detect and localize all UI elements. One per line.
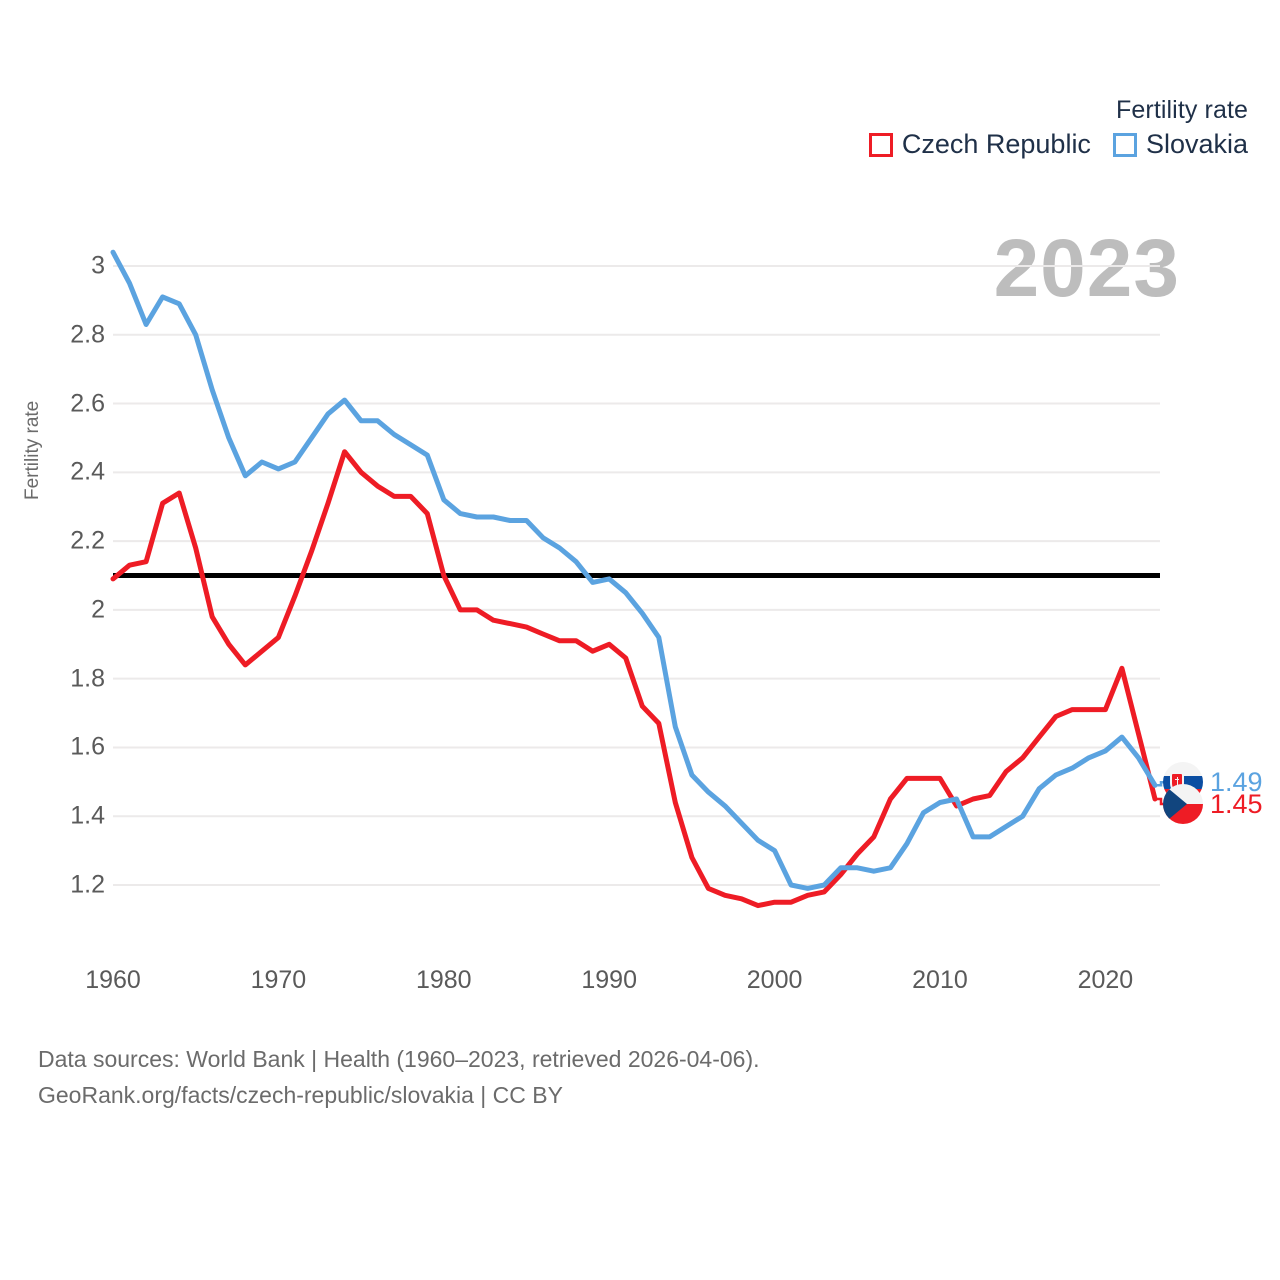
x-tick-label: 1980	[415, 966, 472, 994]
y-tick-label: 2	[91, 595, 105, 624]
y-tick-label: 1.6	[70, 732, 105, 761]
x-tick-label: 1960	[85, 966, 141, 994]
y-tick-label: 1.4	[70, 801, 105, 830]
y-tick-label: 3	[91, 251, 105, 280]
series-line-slovakia[interactable]	[110, 249, 1158, 891]
y-tick-label: 2.6	[70, 389, 105, 418]
y-tick-label: 1.2	[70, 870, 105, 899]
end-label-value: 1.49	[1210, 766, 1263, 797]
plot-surface	[110, 249, 1179, 909]
legend-item-czech-republic[interactable]: Czech Republic	[868, 129, 1091, 159]
year-watermark: 2023	[993, 223, 1180, 314]
czech-republic-flag-icon	[1163, 784, 1203, 825]
chart-footer: Data sources: World Bank | Health (1960–…	[38, 1042, 760, 1113]
legend-items: Czech Republic Slovakia	[0, 131, 1248, 158]
chart-legend: Fertility rate Czech Republic Slovakia	[0, 96, 1248, 158]
series-line-czech-republic[interactable]	[110, 449, 1158, 909]
line-chart: Fertility rate 1.2 1.4 1.6 1.8 2 2.2 2.4 2.6 2.8…	[0, 0, 1263, 1020]
legend-title: Fertility rate	[1116, 96, 1248, 124]
y-tick-label: 2.8	[70, 320, 105, 349]
legend-label-slovakia: Slovakia	[1145, 129, 1248, 159]
x-tick-label: 2020	[1077, 966, 1134, 994]
end-label-value: 1.45	[1210, 788, 1263, 819]
x-tick-label: 1990	[581, 966, 637, 994]
x-tick-label: 2000	[746, 966, 803, 994]
y-tick-label: 1.8	[70, 664, 105, 693]
y-tick-label: 2.4	[70, 457, 105, 486]
end-label-czech-republic[interactable]: 1.45	[1163, 784, 1263, 825]
footer-attribution: GeoRank.org/facts/czech-republic/slovaki…	[38, 1081, 563, 1108]
legend-label-czech-republic: Czech Republic	[901, 129, 1091, 159]
legend-item-slovakia[interactable]: Slovakia	[1112, 129, 1248, 159]
footer-data-sources: Data sources: World Bank | Health (1960–…	[38, 1046, 760, 1072]
x-tick-label: 1970	[250, 966, 307, 994]
legend-swatch-czech-republic	[868, 132, 893, 157]
legend-swatch-slovakia	[1112, 132, 1137, 157]
y-axis-ticks: 1.2 1.4 1.6 1.8 2 2.2 2.4 2.6 2.8 3	[0, 0, 105, 1020]
x-tick-label: 2010	[912, 966, 968, 994]
y-tick-label: 2.2	[70, 526, 105, 555]
